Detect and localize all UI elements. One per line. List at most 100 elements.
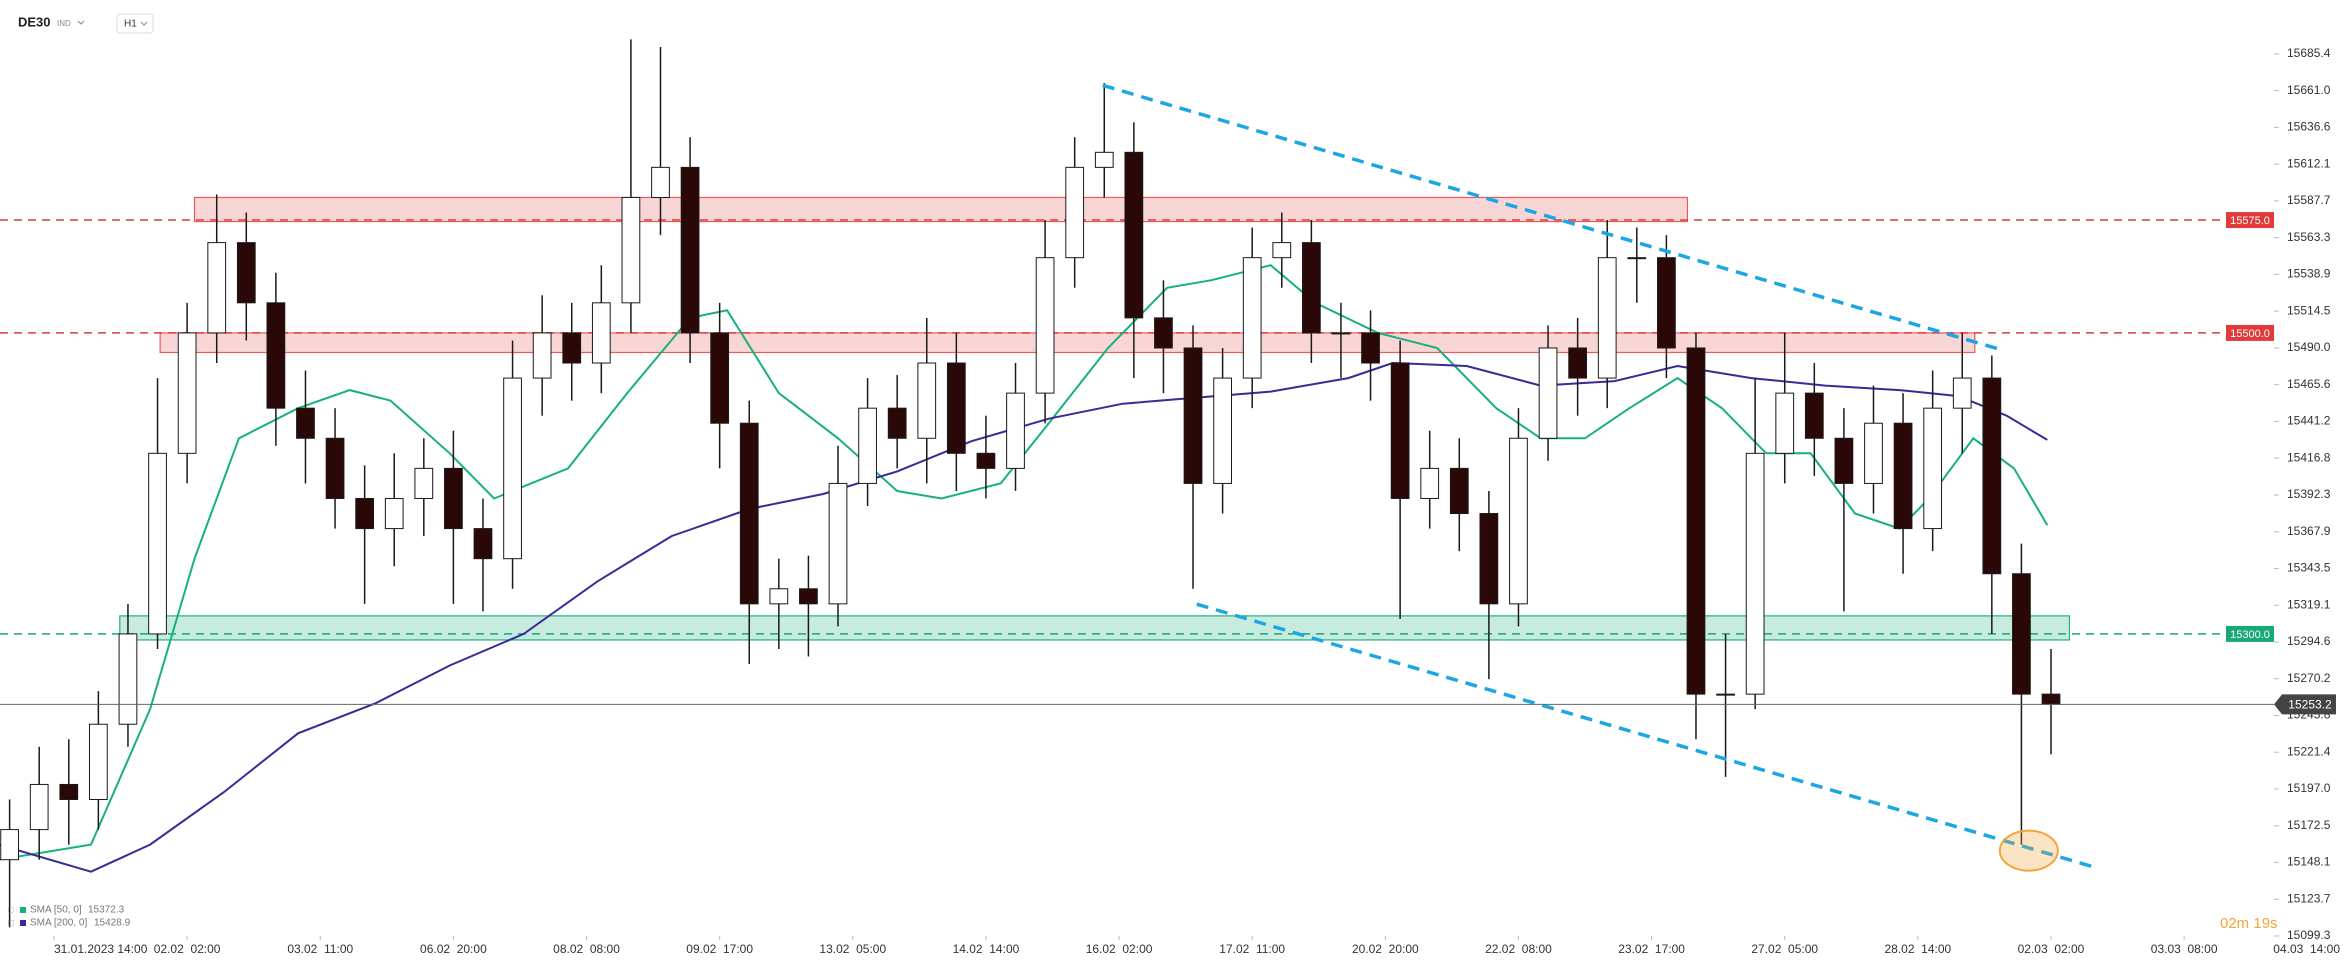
candle-body <box>1657 257 1676 349</box>
candle-body <box>1242 257 1262 379</box>
level-label: 15500.0 <box>2230 328 2270 340</box>
legend-icon: □ <box>8 917 14 927</box>
candle-body <box>799 588 818 605</box>
highlight-circle <box>1998 829 2059 872</box>
candle-body <box>2041 693 2061 705</box>
candle-body <box>266 302 286 409</box>
x-tick-label: 03.03 08:00 <box>2151 942 2218 956</box>
candle-body <box>1124 151 1144 319</box>
legend-name: SMA [50, 0] <box>30 905 82 916</box>
y-tick-label: 15685.4 <box>2287 46 2331 60</box>
candle-body <box>1804 392 1824 439</box>
candle-body <box>1893 422 1913 530</box>
level-label: 15575.0 <box>2230 215 2270 227</box>
y-tick-label: 15294.6 <box>2287 634 2331 648</box>
candle-body <box>710 332 730 424</box>
x-tick-label: 13.02 05:00 <box>819 942 886 956</box>
candle-body <box>118 633 138 725</box>
candle-body <box>680 166 700 334</box>
candle-body <box>1716 693 1735 696</box>
candle-body <box>0 829 19 861</box>
candle-body <box>325 437 345 499</box>
candle-body <box>207 242 227 334</box>
level-label-box <box>2226 212 2274 229</box>
candle-body <box>1154 317 1173 349</box>
candle-body <box>1952 377 1972 409</box>
candle-body <box>917 362 937 439</box>
legend-value: 15428.9 <box>94 918 131 929</box>
y-tick-label: 15612.1 <box>2287 156 2331 170</box>
candle-body <box>1864 422 1883 484</box>
x-tick-label: 20.02 20:00 <box>1352 942 1419 956</box>
x-tick-label: 09.02 17:00 <box>686 942 753 956</box>
y-tick-label: 15636.6 <box>2287 120 2331 134</box>
trendline <box>1102 83 2003 352</box>
last-price-label: 15253.2 <box>2288 698 2332 712</box>
candle-body <box>1065 166 1085 259</box>
y-tick-label: 15367.9 <box>2287 524 2331 538</box>
interval-button[interactable] <box>116 13 154 34</box>
x-tick-label: 04.03 14:00 <box>2273 942 2340 956</box>
y-tick-label: 15099.3 <box>2287 928 2331 942</box>
market: IND <box>57 19 71 28</box>
level-label-box <box>2226 625 2274 642</box>
candle-body <box>1035 257 1055 394</box>
candle-body <box>177 332 197 454</box>
candle-body <box>1183 347 1203 484</box>
candle-body <box>1686 347 1706 695</box>
candle-body <box>591 302 611 364</box>
y-tick-label: 15343.5 <box>2287 561 2331 575</box>
candle-body <box>621 196 641 304</box>
legend-swatch <box>20 920 26 926</box>
y-tick-label: 15514.5 <box>2287 303 2331 317</box>
candle-body <box>946 362 966 454</box>
candle-body <box>236 242 256 304</box>
countdown: 02m 19s <box>2220 915 2278 932</box>
candle-body <box>444 467 463 530</box>
candle-body <box>355 497 375 530</box>
candle-body <box>473 528 493 560</box>
y-tick-label: 15465.6 <box>2287 377 2331 391</box>
y-tick-label: 15538.9 <box>2287 267 2331 281</box>
candle-body <box>1006 392 1025 469</box>
candle-body <box>1094 151 1114 168</box>
candle-body <box>651 166 670 198</box>
level-label: 15300.0 <box>2230 629 2270 641</box>
candle-body <box>1834 437 1854 484</box>
y-tick-label: 15172.5 <box>2287 818 2331 832</box>
y-tick-label: 15221.4 <box>2287 744 2331 758</box>
interval-dropdown[interactable] <box>140 21 148 26</box>
level-label-box <box>2226 324 2274 341</box>
interval[interactable]: H1 <box>124 19 137 30</box>
x-tick-label: 23.02 17:00 <box>1618 942 1685 956</box>
y-tick-label: 15148.1 <box>2287 855 2331 869</box>
candle-body <box>1361 332 1380 364</box>
x-tick-label: 31.01.2023 14:00 <box>54 942 148 956</box>
candle-body <box>1538 347 1558 439</box>
candle-body <box>562 332 582 364</box>
x-tick-label: 02.02 02:00 <box>154 942 221 956</box>
y-tick-label: 15563.3 <box>2287 230 2331 244</box>
x-tick-label: 06.02 20:00 <box>420 942 487 956</box>
candle-body <box>828 482 848 605</box>
candle-body <box>887 407 907 439</box>
candle-body <box>976 452 996 469</box>
legend-icon: □ <box>8 904 14 914</box>
x-tick-label: 27.02 05:00 <box>1751 942 1818 956</box>
y-tick-label: 15416.8 <box>2287 450 2331 464</box>
last-price-box <box>2274 694 2336 715</box>
candle-body <box>532 332 552 379</box>
candle-body <box>1301 242 1321 334</box>
symbol[interactable]: DE30 <box>18 14 51 29</box>
legend-name: SMA [200, 0] <box>30 918 87 929</box>
candle-body <box>88 723 108 800</box>
zone <box>193 196 1689 223</box>
y-tick-label: 15123.7 <box>2287 891 2331 905</box>
candle-body <box>1213 377 1232 484</box>
x-tick-label: 22.02 08:00 <box>1485 942 1552 956</box>
candle-body <box>1982 377 2002 575</box>
candle-body <box>148 452 167 635</box>
symbol-dropdown[interactable] <box>77 20 85 25</box>
